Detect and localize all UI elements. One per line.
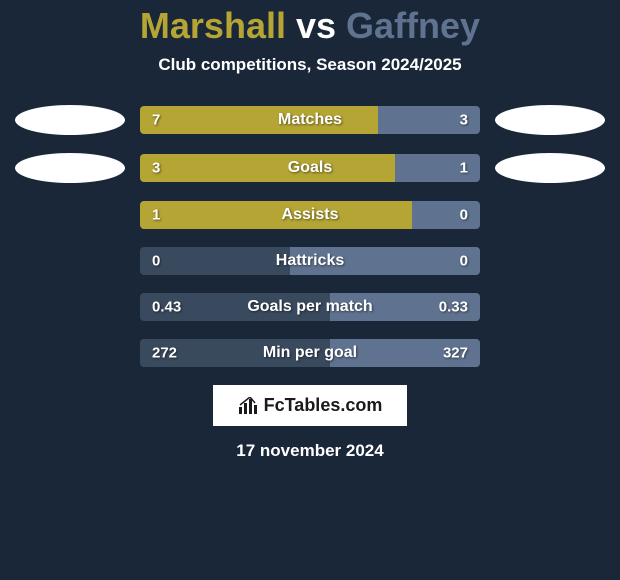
bar-right-segment (412, 201, 480, 229)
right-value: 1 (460, 160, 468, 177)
stat-row: 3 1 Goals (10, 153, 610, 183)
stat-row: 1 0 Assists (10, 201, 610, 229)
player2-ellipse (495, 153, 605, 183)
bar-left-segment (140, 201, 412, 229)
attribution-text: FcTables.com (264, 395, 383, 416)
player2-name: Gaffney (346, 5, 480, 46)
stat-row: 7 3 Matches (10, 105, 610, 135)
stat-row: 0 0 Hattricks (10, 247, 610, 275)
stat-bar: 272 327 Min per goal (140, 339, 480, 367)
left-value: 272 (152, 345, 177, 362)
season-subtitle: Club competitions, Season 2024/2025 (158, 55, 461, 75)
right-value: 0.33 (439, 299, 468, 316)
stat-label: Hattricks (276, 252, 344, 270)
left-value: 1 (152, 207, 160, 224)
right-value: 327 (443, 345, 468, 362)
stat-label: Goals (288, 159, 332, 177)
player1-ellipse (15, 105, 125, 135)
left-value: 0.43 (152, 299, 181, 316)
stat-label: Goals per match (247, 298, 372, 316)
stat-bar: 7 3 Matches (140, 106, 480, 134)
player2-ellipse (495, 105, 605, 135)
date-text: 17 november 2024 (236, 441, 383, 461)
left-value: 3 (152, 160, 160, 177)
right-value: 0 (460, 253, 468, 270)
right-value: 3 (460, 112, 468, 129)
comparison-title: Marshall vs Gaffney (140, 5, 480, 47)
bar-left-segment (140, 154, 395, 182)
bar-left-segment (140, 106, 378, 134)
stat-bar: 1 0 Assists (140, 201, 480, 229)
left-value: 0 (152, 253, 160, 270)
player1-ellipse (15, 153, 125, 183)
stat-label: Min per goal (263, 344, 357, 362)
stat-row: 0.43 0.33 Goals per match (10, 293, 610, 321)
attribution-inner: FcTables.com (238, 395, 383, 416)
right-value: 0 (460, 207, 468, 224)
stat-label: Matches (278, 111, 342, 129)
stats-container: 7 3 Matches 3 1 Goals 1 0 Assists 0 0 Hattricks 0.43… (0, 105, 620, 367)
player1-name: Marshall (140, 5, 286, 46)
stat-bar: 0 0 Hattricks (140, 247, 480, 275)
attribution-box: FcTables.com (213, 385, 408, 426)
stat-bar: 3 1 Goals (140, 154, 480, 182)
stat-row: 272 327 Min per goal (10, 339, 610, 367)
stat-label: Assists (282, 206, 339, 224)
vs-text: vs (296, 5, 336, 46)
stat-bar: 0.43 0.33 Goals per match (140, 293, 480, 321)
chart-icon (238, 397, 258, 415)
left-value: 7 (152, 112, 160, 129)
